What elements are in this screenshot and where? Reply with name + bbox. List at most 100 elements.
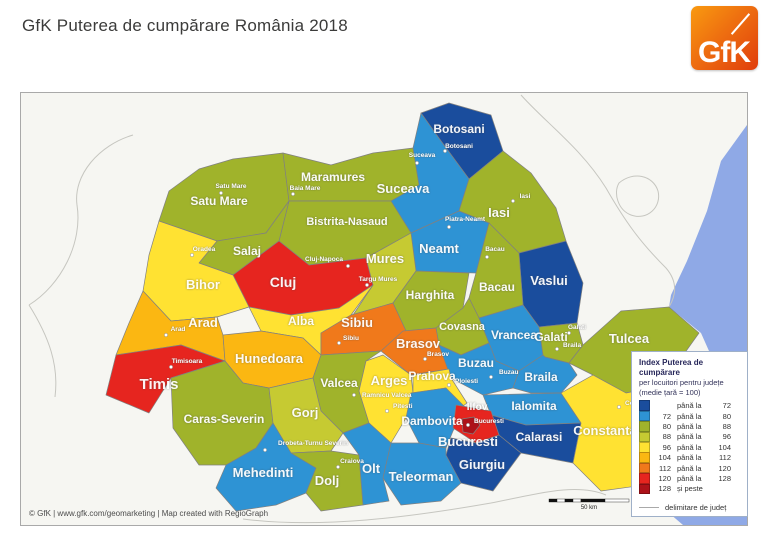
county-label-timis: Timis <box>140 376 179 393</box>
legend-row-1: 72 până la 80 <box>639 410 740 422</box>
city-dot-brasov <box>423 357 427 361</box>
city-dot-bihor <box>190 253 194 257</box>
legend-swatch-icon <box>639 431 650 443</box>
county-label-cluj: Cluj <box>270 274 296 290</box>
city-dot-mures <box>365 283 369 287</box>
city-label-bihor: Oradea <box>193 246 216 253</box>
country-border-line <box>616 175 660 217</box>
city-label-suceava: Suceava <box>409 152 436 159</box>
legend-from-value: 96 <box>662 442 671 452</box>
city-dot-mehedinti <box>263 448 267 452</box>
city-label-botosani: Botosani <box>445 143 473 150</box>
county-label-mures: Mures <box>366 251 404 266</box>
county-label-botosani: Botosani <box>433 122 484 136</box>
city-dot-suceava <box>415 161 419 165</box>
legend-from-value: 72 <box>662 411 671 421</box>
legend-row-8: 128 și peste <box>639 483 740 495</box>
county-shape-olt <box>342 422 392 506</box>
city-dot-galati <box>567 331 571 335</box>
legend-swatch-icon <box>639 410 650 422</box>
country-border-line <box>28 304 57 398</box>
county-label-bacau: Bacau <box>479 280 515 294</box>
county-label-salaj: Salaj <box>233 244 261 258</box>
legend-to-value: 96 <box>722 432 731 442</box>
legend-from-value: 104 <box>658 453 671 463</box>
gfk-logo: GfK <box>691 6 758 70</box>
country-border-line <box>28 134 134 306</box>
legend-from-value: 120 <box>658 473 671 483</box>
legend-row-6: 112 până la 120 <box>639 462 740 474</box>
county-label-brasov: Brasov <box>396 336 441 351</box>
legend-row-5: 104 până la 112 <box>639 452 740 463</box>
city-label-timis: Timisoara <box>172 358 203 365</box>
county-label-hunedoara: Hunedoara <box>235 351 304 366</box>
page-title: GfK Puterea de cumpărare România 2018 <box>22 16 348 35</box>
county-label-satu_mare: Satu Mare <box>190 194 248 208</box>
city-dot-buzau <box>489 375 493 379</box>
city-dot-neamt <box>447 225 451 229</box>
county-shape-bihor <box>142 220 250 322</box>
county-label-neamt: Neamt <box>419 241 459 256</box>
scale-bar: 50 km <box>548 498 630 511</box>
city-dot-prahova <box>447 383 451 387</box>
city-dot-iasi <box>511 199 515 203</box>
city-label-satu_mare: Satu Mare <box>215 183 246 190</box>
city-dot-valcea <box>352 393 356 397</box>
county-label-arges: Arges <box>371 373 408 388</box>
county-label-bihor: Bihor <box>186 277 220 292</box>
legend-title: Index Puterea de cumpărare <box>639 358 704 377</box>
legend-to-value: 88 <box>722 421 731 431</box>
map-panel: Satu Mare Maramures Botosani Suceava Bistrit… <box>20 92 748 526</box>
county-label-vaslui: Vaslui <box>530 273 568 288</box>
city-label-dolj: Craiova <box>340 458 364 465</box>
county-label-tulcea: Tulcea <box>609 331 650 346</box>
county-label-ilfov: Ilfov <box>467 402 488 413</box>
city-label-mures: Targu Mures <box>359 276 398 283</box>
city-dot-braila <box>555 347 559 351</box>
city-label-arad: Arad <box>171 326 186 333</box>
county-label-harghita: Harghita <box>406 288 455 302</box>
county-shape-dolj <box>290 450 364 512</box>
scale-bar-segment <box>556 498 566 503</box>
city-dot-timis <box>169 365 173 369</box>
county-label-buzau: Buzau <box>458 356 494 370</box>
county-label-galati: Galati <box>534 330 567 344</box>
scale-bar-label: 50 km <box>581 505 597 511</box>
county-shape-braila <box>512 354 578 394</box>
county-label-dolj: Dolj <box>315 473 340 488</box>
legend-relation-text: până la <box>677 442 702 452</box>
county-label-bistrita_nasaud: Bistrita-Nasaud <box>306 216 387 228</box>
scale-bar-segment <box>580 498 606 503</box>
legend-swatch-icon <box>639 473 650 484</box>
county-label-constanta: Constanta <box>573 423 637 438</box>
legend-to-value: 104 <box>718 442 731 452</box>
legend-delimiter-label: delimitare de județ <box>665 503 727 513</box>
legend-relation-text: până la <box>677 432 702 442</box>
county-label-arad: Arad <box>188 315 218 330</box>
city-label-buzau: Buzau <box>499 369 519 376</box>
legend-relation-text: până la <box>677 411 702 421</box>
country-border-line <box>242 489 607 524</box>
legend-swatch-icon <box>639 421 650 432</box>
legend-relation-text: până la <box>677 453 702 463</box>
legend-row-0: până la 72 <box>639 400 740 411</box>
legend-swatch-icon <box>639 452 650 463</box>
scale-bar-segment <box>564 498 574 503</box>
city-dot-arad <box>164 333 168 337</box>
county-shape-bucuresti <box>461 416 481 435</box>
city-label-galati: Galati <box>568 324 586 331</box>
legend-from-value: 80 <box>662 421 671 431</box>
legend-relation-text: până la <box>677 401 702 411</box>
legend-from-value: 128 <box>658 484 671 494</box>
legend-subtitle: per locuitori pentru județe <box>639 378 724 387</box>
city-label-arges: Pitesti <box>393 403 413 410</box>
city-dot-dolj <box>336 465 340 469</box>
county-label-bucuresti: Bucuresti <box>438 434 498 449</box>
city-label-bacau: Bacau <box>485 246 505 253</box>
city-label-valcea: Ramnicu Valcea <box>362 392 412 399</box>
county-label-iasi: Iasi <box>488 205 510 220</box>
county-label-braila: Braila <box>524 370 558 384</box>
legend-swatch-icon <box>639 462 650 474</box>
legend-row-2: 80 până la 88 <box>639 421 740 432</box>
